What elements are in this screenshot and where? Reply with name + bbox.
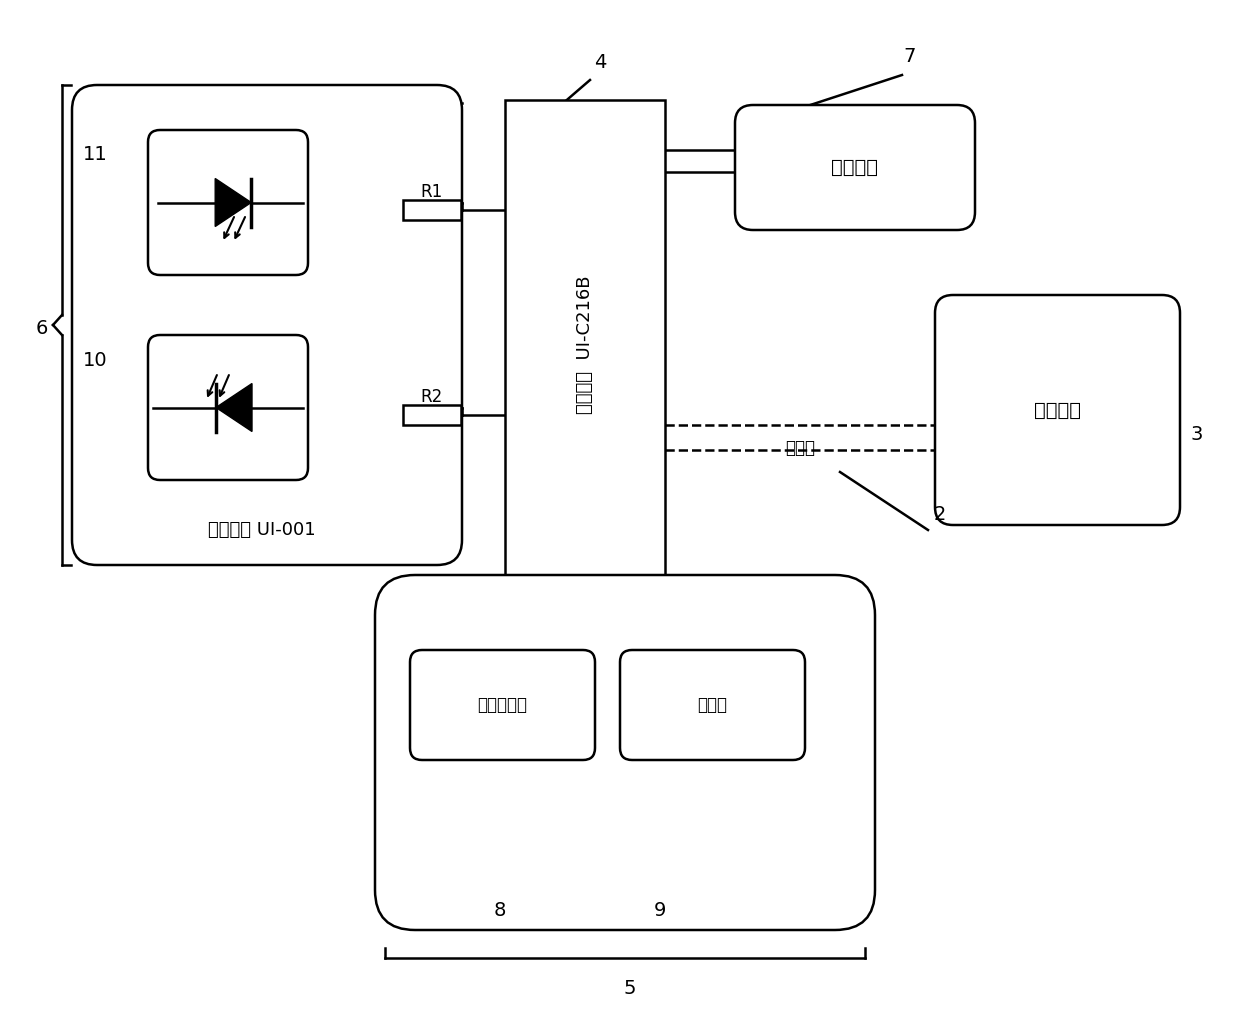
FancyBboxPatch shape [148, 130, 308, 275]
FancyBboxPatch shape [935, 295, 1180, 525]
Text: 6: 6 [36, 319, 48, 337]
Text: 互联网: 互联网 [785, 439, 815, 456]
Bar [403, 405, 461, 425]
Text: 3: 3 [1190, 425, 1203, 445]
Text: 数据中心: 数据中心 [1034, 401, 1081, 419]
Text: 显示模块: 显示模块 [832, 158, 878, 177]
FancyBboxPatch shape [72, 85, 463, 565]
Text: 测糖模块 UI-001: 测糖模块 UI-001 [208, 521, 316, 539]
Bar [505, 100, 665, 590]
Polygon shape [216, 383, 252, 432]
FancyBboxPatch shape [620, 650, 805, 760]
Text: 11: 11 [83, 146, 108, 164]
Text: R2: R2 [420, 388, 443, 406]
FancyBboxPatch shape [374, 575, 875, 930]
Text: 7: 7 [904, 47, 916, 67]
FancyBboxPatch shape [148, 335, 308, 480]
Text: 温度传感器: 温度传感器 [477, 696, 527, 714]
Text: 4: 4 [594, 52, 606, 72]
FancyBboxPatch shape [735, 105, 975, 230]
Text: 2: 2 [934, 505, 946, 525]
Text: 10: 10 [83, 351, 108, 369]
Text: 发热盘: 发热盘 [697, 696, 728, 714]
Text: R1: R1 [420, 183, 443, 201]
Text: 控制模块  UI-C216B: 控制模块 UI-C216B [577, 276, 594, 414]
Polygon shape [216, 178, 252, 227]
Text: 9: 9 [653, 901, 666, 919]
FancyBboxPatch shape [410, 650, 595, 760]
Text: 8: 8 [494, 901, 506, 919]
Bar [403, 200, 461, 220]
Text: 5: 5 [624, 979, 636, 997]
